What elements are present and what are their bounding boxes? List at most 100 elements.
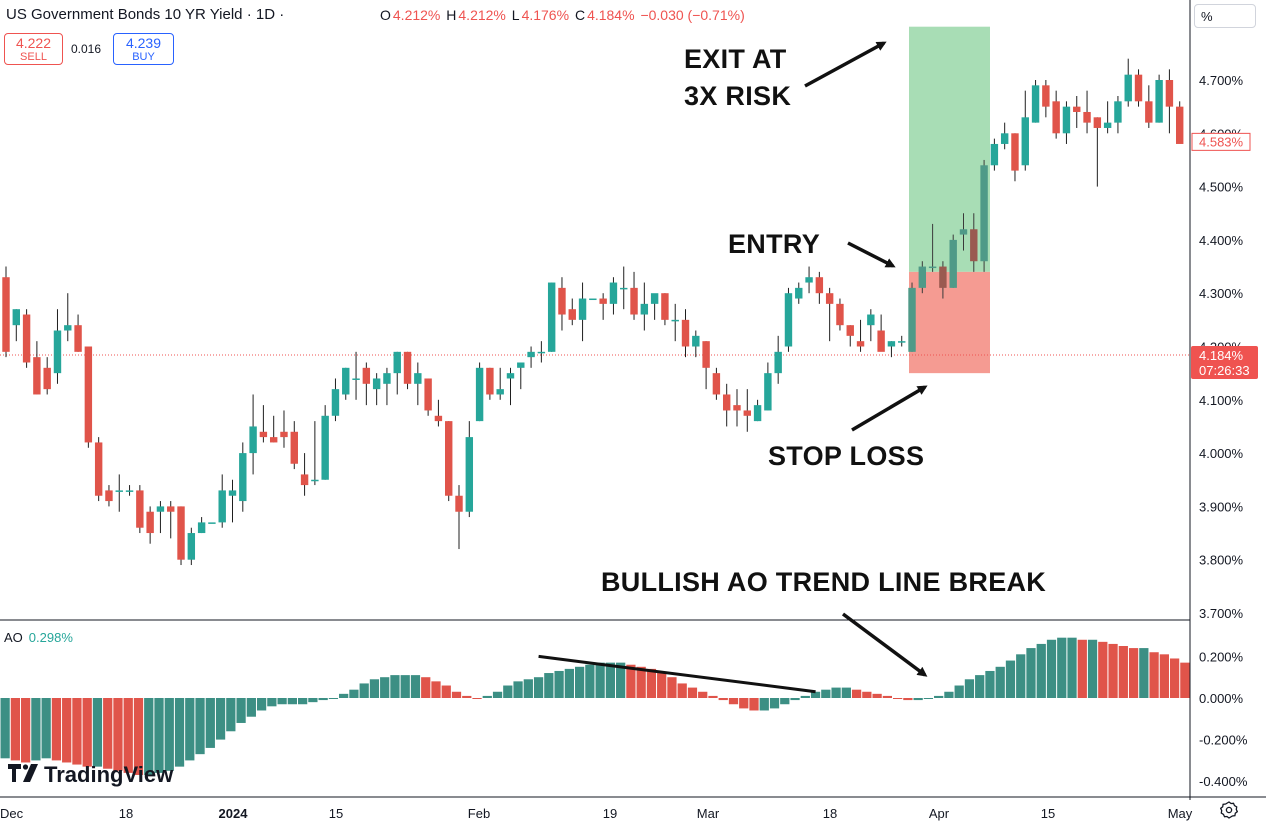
candle <box>84 346 93 448</box>
ao-bar <box>882 695 892 698</box>
candle <box>331 378 340 422</box>
candle-body <box>805 277 813 283</box>
candle-body <box>578 298 587 320</box>
ao-bar <box>944 691 954 698</box>
candle <box>311 421 319 486</box>
candle-body <box>1011 133 1019 171</box>
ao-bar <box>739 698 749 709</box>
candle <box>815 271 824 304</box>
candle <box>383 367 391 406</box>
candle-body <box>589 298 597 301</box>
candle <box>970 213 978 272</box>
candle <box>733 389 741 427</box>
candle <box>105 485 113 507</box>
ao-bar <box>1016 654 1026 698</box>
ao-bar <box>400 675 410 698</box>
candle <box>558 277 566 331</box>
candle-body <box>1031 85 1040 123</box>
candle-body <box>105 490 113 502</box>
candle <box>300 453 309 496</box>
candle <box>856 319 865 352</box>
candle <box>1000 122 1009 150</box>
candle <box>156 501 165 534</box>
time-axis-label: 18 <box>119 806 133 821</box>
ao-bar <box>851 689 862 698</box>
candle <box>187 527 196 566</box>
buy-button[interactable]: 4.239 BUY <box>113 33 174 65</box>
ao-bar <box>1169 658 1180 698</box>
sell-button[interactable]: 4.222 SELL <box>4 33 63 65</box>
ao-bar <box>1057 637 1067 698</box>
candle <box>836 298 844 331</box>
candle-body <box>74 325 82 352</box>
ao-bar <box>0 698 10 759</box>
ao-bar <box>1180 662 1190 698</box>
scale-mode-button[interactable]: % <box>1194 4 1256 28</box>
ao-tick-label: 0.000% <box>1199 691 1244 706</box>
candle-body <box>928 266 937 269</box>
ao-bar <box>195 698 205 755</box>
ao-bar <box>72 698 82 765</box>
ao-bar <box>462 695 472 698</box>
candle <box>1175 101 1184 144</box>
ao-bar <box>41 698 51 759</box>
tradingview-logo[interactable]: TradingView <box>8 762 173 788</box>
candle-body <box>424 378 432 411</box>
time-axis-label: 15 <box>1041 806 1055 821</box>
candle-body <box>692 335 700 347</box>
candle-body <box>620 287 628 290</box>
candle-body <box>1000 133 1009 144</box>
candle-body <box>712 373 721 395</box>
ao-bar <box>185 698 195 761</box>
take-profit-zone <box>909 26 990 272</box>
candle <box>1103 101 1112 134</box>
candle-body <box>43 367 51 390</box>
candle-body <box>1114 101 1122 123</box>
ohlc-readout: O 4.212% H 4.212% L 4.176% C 4.184% −0.030 (… <box>380 7 747 23</box>
symbol-title[interactable]: US Government Bonds 10 YR Yield · 1D · <box>6 6 285 23</box>
settings-gear-icon[interactable] <box>1219 801 1239 819</box>
candle-body <box>795 287 803 299</box>
ao-bar <box>1005 660 1016 698</box>
candle-body <box>918 266 927 288</box>
candle-body <box>722 394 731 411</box>
candle-body <box>269 437 278 443</box>
ao-bar <box>749 698 759 711</box>
ao-bar <box>21 698 31 763</box>
ao-bar <box>872 693 882 698</box>
candle <box>1073 95 1081 128</box>
candle-body <box>753 405 762 422</box>
ao-bar <box>287 698 297 705</box>
ao-bar <box>1128 648 1139 698</box>
candle <box>774 335 782 384</box>
candle-body <box>764 373 772 411</box>
candle-body <box>300 474 309 486</box>
candle <box>12 309 21 342</box>
ao-name: AO <box>4 630 23 645</box>
candle <box>887 341 896 358</box>
low-value: 4.176% <box>521 7 570 23</box>
ao-bar <box>1036 643 1046 698</box>
candle <box>898 335 906 347</box>
candle-body <box>486 367 494 395</box>
candle <box>403 351 412 390</box>
ao-bar <box>523 679 533 698</box>
candle-body <box>208 522 216 524</box>
ao-bar <box>698 691 708 698</box>
candle <box>537 341 546 363</box>
open-value: 4.212% <box>392 7 441 23</box>
ao-legend[interactable]: AO 0.298% <box>4 630 73 645</box>
ao-bar <box>913 698 923 701</box>
ao-bar <box>800 695 810 698</box>
ao-bar <box>51 698 62 761</box>
ao-bar <box>154 698 164 773</box>
candle <box>1145 85 1153 128</box>
candle <box>445 421 453 502</box>
candle-body <box>1124 74 1132 102</box>
candle <box>867 309 875 342</box>
candle <box>640 282 649 331</box>
candle <box>928 223 937 272</box>
candle <box>53 309 62 384</box>
ao-bar <box>236 698 246 723</box>
